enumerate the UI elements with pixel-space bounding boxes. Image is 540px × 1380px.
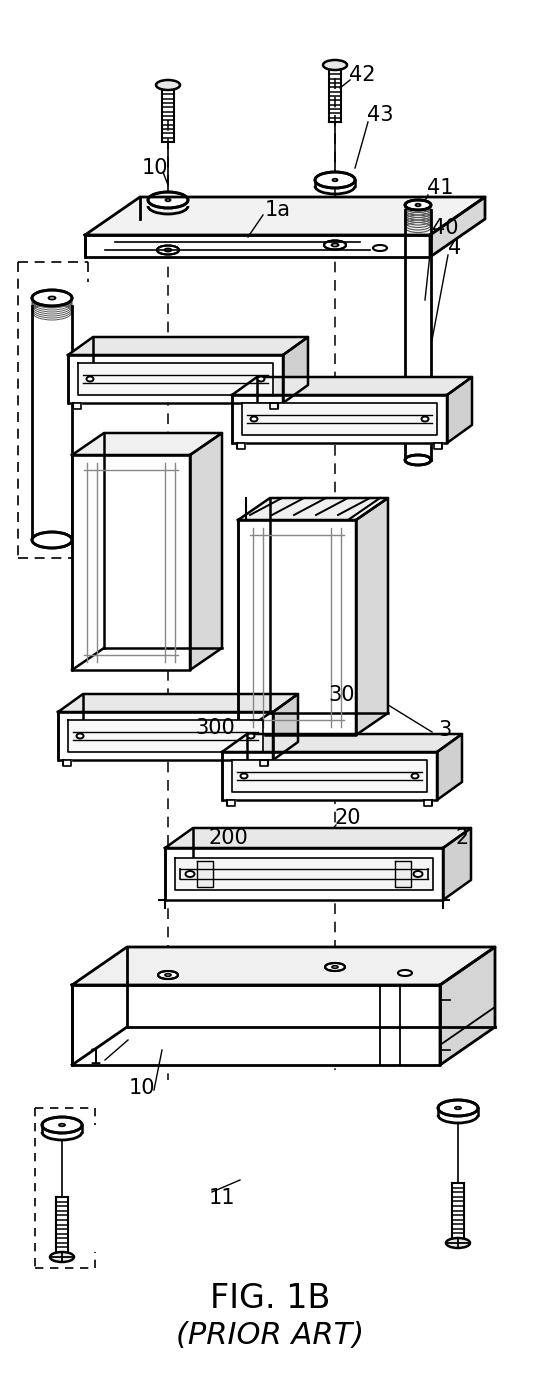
Polygon shape — [434, 443, 442, 448]
Ellipse shape — [422, 417, 429, 421]
Polygon shape — [72, 985, 440, 1065]
Text: 1a: 1a — [265, 200, 291, 219]
Polygon shape — [73, 403, 81, 408]
Polygon shape — [63, 760, 71, 766]
Ellipse shape — [148, 192, 188, 208]
Polygon shape — [424, 800, 432, 806]
Text: 41: 41 — [427, 178, 453, 197]
Text: 20: 20 — [335, 809, 361, 828]
Ellipse shape — [446, 1238, 470, 1248]
Polygon shape — [190, 433, 222, 671]
Text: 11: 11 — [209, 1188, 235, 1208]
Text: 10: 10 — [129, 1078, 156, 1098]
Ellipse shape — [258, 377, 265, 381]
Ellipse shape — [405, 455, 431, 465]
Ellipse shape — [77, 734, 84, 738]
Polygon shape — [58, 694, 298, 712]
Polygon shape — [72, 947, 495, 985]
Ellipse shape — [455, 1107, 461, 1110]
Polygon shape — [260, 760, 268, 766]
Text: 4: 4 — [448, 237, 462, 258]
Ellipse shape — [323, 59, 347, 70]
Ellipse shape — [414, 871, 422, 878]
Ellipse shape — [411, 774, 418, 778]
Text: 40: 40 — [432, 218, 458, 237]
Polygon shape — [437, 734, 462, 800]
Ellipse shape — [42, 1116, 82, 1133]
Ellipse shape — [157, 246, 179, 254]
Ellipse shape — [324, 240, 346, 250]
Polygon shape — [232, 377, 472, 395]
Polygon shape — [232, 395, 447, 443]
Text: FIG. 1B: FIG. 1B — [210, 1282, 330, 1315]
Polygon shape — [72, 433, 222, 455]
Text: 2: 2 — [455, 828, 469, 847]
Polygon shape — [242, 403, 437, 435]
Polygon shape — [175, 858, 433, 890]
Text: 42: 42 — [349, 65, 375, 86]
Text: 43: 43 — [367, 105, 393, 126]
Ellipse shape — [325, 963, 345, 972]
Ellipse shape — [333, 179, 338, 181]
Ellipse shape — [332, 966, 338, 969]
Polygon shape — [222, 734, 462, 752]
Polygon shape — [68, 337, 308, 355]
Ellipse shape — [251, 417, 258, 421]
Polygon shape — [68, 355, 283, 403]
Polygon shape — [58, 712, 273, 760]
Polygon shape — [238, 498, 388, 520]
Ellipse shape — [59, 1123, 65, 1126]
Polygon shape — [395, 861, 411, 887]
Text: 300: 300 — [195, 718, 235, 738]
Polygon shape — [273, 694, 298, 760]
Polygon shape — [440, 947, 495, 1065]
Polygon shape — [78, 363, 273, 395]
Polygon shape — [165, 828, 471, 847]
Ellipse shape — [247, 734, 254, 738]
Text: 3: 3 — [438, 720, 451, 740]
Text: 200: 200 — [208, 828, 248, 847]
Ellipse shape — [373, 246, 387, 251]
Text: 30: 30 — [329, 684, 355, 705]
Polygon shape — [356, 498, 388, 736]
Ellipse shape — [332, 243, 339, 247]
Ellipse shape — [398, 970, 412, 976]
Ellipse shape — [158, 972, 178, 978]
Polygon shape — [270, 403, 278, 408]
Polygon shape — [232, 760, 427, 792]
Polygon shape — [197, 861, 213, 887]
Polygon shape — [222, 752, 437, 800]
Polygon shape — [227, 800, 235, 806]
Polygon shape — [238, 520, 356, 736]
Ellipse shape — [50, 1252, 74, 1261]
Ellipse shape — [438, 1100, 478, 1116]
Text: 1: 1 — [89, 1047, 102, 1068]
Ellipse shape — [165, 974, 171, 976]
Polygon shape — [72, 455, 190, 671]
Text: (PRIOR ART): (PRIOR ART) — [176, 1321, 364, 1350]
Ellipse shape — [156, 80, 180, 90]
Ellipse shape — [32, 290, 72, 306]
Ellipse shape — [32, 533, 72, 548]
Ellipse shape — [405, 200, 431, 210]
Ellipse shape — [315, 172, 355, 188]
Ellipse shape — [240, 774, 247, 778]
Polygon shape — [430, 197, 485, 257]
Ellipse shape — [186, 871, 194, 878]
Polygon shape — [165, 847, 443, 900]
Polygon shape — [447, 377, 472, 443]
Ellipse shape — [165, 248, 172, 251]
Ellipse shape — [86, 377, 93, 381]
Polygon shape — [443, 828, 471, 900]
Ellipse shape — [165, 199, 171, 201]
Polygon shape — [237, 443, 245, 448]
Text: 10: 10 — [141, 157, 168, 178]
Polygon shape — [85, 197, 485, 235]
Polygon shape — [68, 720, 263, 752]
Polygon shape — [283, 337, 308, 403]
Polygon shape — [85, 235, 430, 257]
